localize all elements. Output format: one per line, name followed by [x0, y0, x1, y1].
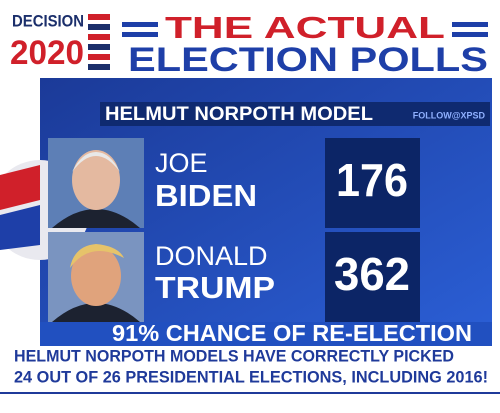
header-line2: ELECTION POLLS — [128, 41, 488, 79]
photo-biden — [48, 138, 144, 228]
photo-trump — [48, 232, 144, 322]
score: 362 — [334, 248, 410, 300]
banner-bar — [40, 322, 492, 346]
subheader-title: HELMUT NORPOTH MODEL — [105, 104, 373, 125]
logo-line1: DECISION — [12, 11, 84, 30]
header-bars — [122, 22, 488, 37]
score: 176 — [336, 154, 408, 206]
footer-line1: HELMUT NORPOTH MODELS HAVE CORRECTLY PIC… — [14, 346, 454, 365]
first-name: JOE — [155, 148, 208, 178]
header-line1: THE ACTUAL — [165, 10, 445, 45]
first-name: DONALD — [155, 241, 268, 271]
flag-stripes — [88, 14, 110, 70]
logo-line2: 2020 — [10, 34, 84, 72]
footer-line2: 24 OUT OF 26 PRESIDENTIAL ELECTIONS, INC… — [14, 367, 488, 386]
banner: 91% CHANCE OF RE-ELECTION — [112, 320, 472, 346]
subheader-credit: FOLLOW@XPSD — [413, 110, 486, 120]
score-box — [325, 232, 420, 322]
last-name: BIDEN — [155, 178, 257, 213]
subheader-bar — [100, 102, 490, 126]
score-box — [325, 138, 420, 228]
last-name: TRUMP — [155, 270, 275, 305]
